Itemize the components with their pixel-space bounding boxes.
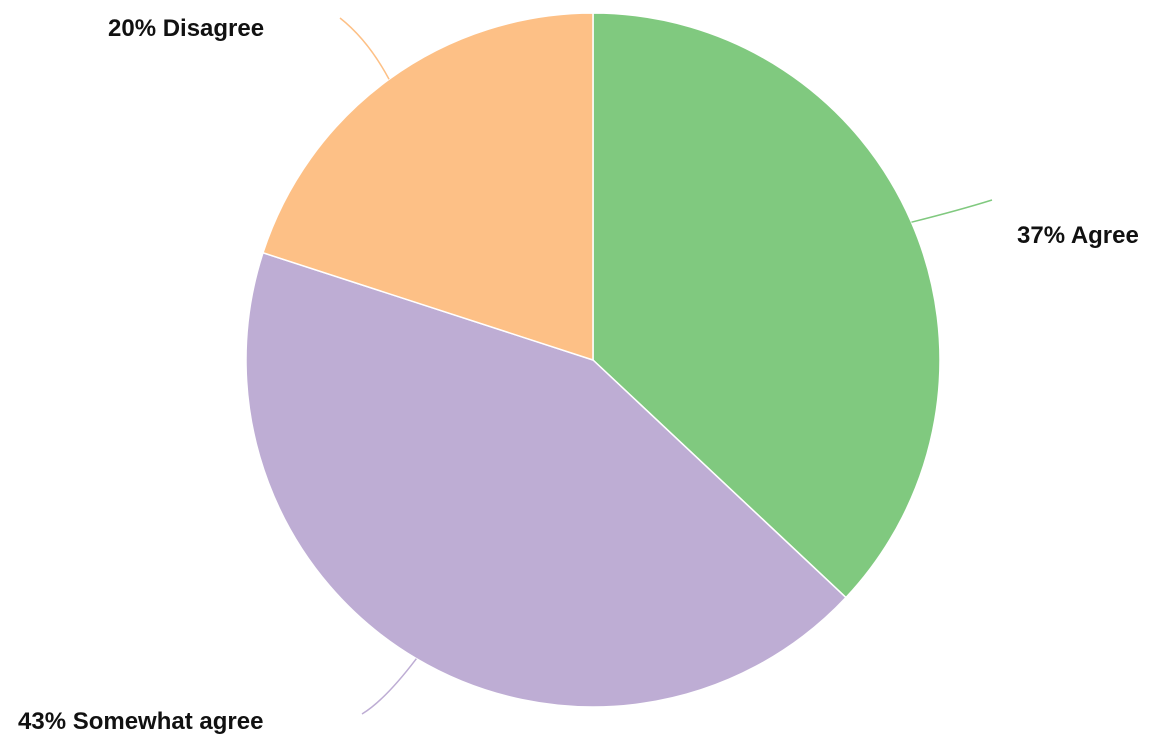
slice-label-agree: 37% Agree — [1017, 222, 1139, 249]
label-leader-lines — [339, 17, 993, 715]
leader-line-agree — [911, 199, 993, 223]
slice-labels: 37% Agree 43% Somewhat agree 20% Disagree — [18, 15, 1139, 735]
pie-slice-somewhat-agree — [245, 251, 848, 708]
leader-line-somewhat-agree — [361, 658, 417, 715]
pie-slices — [245, 12, 941, 708]
slice-label-somewhat-agree: 43% Somewhat agree — [18, 708, 263, 735]
leader-line-disagree — [339, 17, 390, 80]
pie-slice-disagree — [262, 12, 594, 362]
slice-label-disagree: 20% Disagree — [108, 15, 264, 42]
